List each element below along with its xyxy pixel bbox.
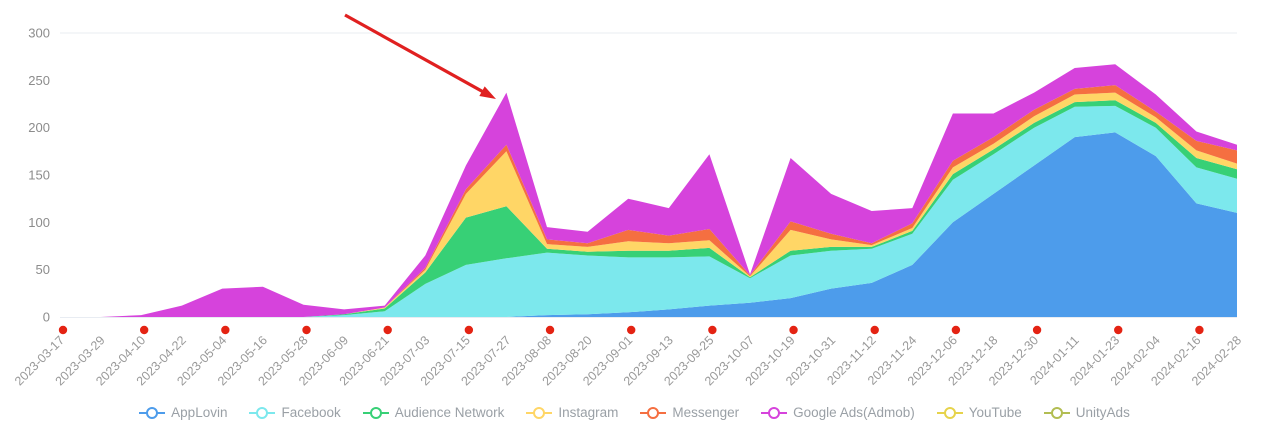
axis-red-dot <box>545 325 555 335</box>
legend-label: AppLovin <box>171 405 228 420</box>
y-axis-label: 0 <box>43 310 50 325</box>
y-axis-label: 300 <box>28 26 50 41</box>
axis-red-dot <box>383 325 392 335</box>
axis-red-dot <box>302 325 311 335</box>
annotation-arrow-shaft <box>344 13 487 95</box>
legend-marker-instagram-icon <box>526 406 553 419</box>
legend-item-instagram[interactable]: Instagram <box>526 405 618 420</box>
axis-red-dot <box>1032 325 1042 335</box>
axis-red-dot <box>1195 325 1204 335</box>
legend-item-audience-network[interactable]: Audience Network <box>362 405 505 420</box>
y-axis-label: 100 <box>28 215 50 230</box>
legend-marker-applovin-icon <box>139 406 166 419</box>
y-axis-label: 50 <box>36 262 50 277</box>
legend-label: UnityAds <box>1075 405 1130 420</box>
legend: AppLovin Facebook Audience Network Instagra… <box>0 405 1269 420</box>
axis-red-dot <box>627 325 636 335</box>
axis-red-dot <box>708 325 717 335</box>
legend-item-google-ads-admob[interactable]: Google Ads(Admob) <box>761 405 915 420</box>
axis-red-dot <box>1114 325 1123 335</box>
legend-label: YouTube <box>968 405 1022 420</box>
axis-red-dot <box>789 325 798 335</box>
legend-label: Audience Network <box>394 405 505 420</box>
y-axis-label: 150 <box>28 168 50 183</box>
area-series-facebook[interactable] <box>60 105 1237 318</box>
legend-marker-unityads-icon <box>1043 406 1070 419</box>
plot-area: 0501001502002503002023-03-172023-03-2920… <box>12 13 1244 388</box>
axis-red-dot <box>951 325 961 335</box>
legend-marker-google-ads-admob-icon <box>761 406 788 419</box>
annotation-arrow-head <box>479 86 496 99</box>
legend-label: Instagram <box>558 405 619 420</box>
legend-label: Google Ads(Admob) <box>793 405 915 420</box>
axis-red-dot <box>58 325 68 335</box>
area-series-applovin[interactable] <box>60 132 1237 317</box>
legend-label: Facebook <box>281 405 341 420</box>
y-axis-label: 200 <box>28 120 50 135</box>
axis-red-dot <box>139 325 149 335</box>
legend-marker-youtube-icon <box>936 406 963 419</box>
legend-item-messenger[interactable]: Messenger <box>640 405 739 420</box>
legend-label: Messenger <box>672 405 740 420</box>
legend-item-facebook[interactable]: Facebook <box>249 405 341 420</box>
legend-marker-messenger-icon <box>640 406 667 419</box>
legend-marker-audience-network-icon <box>362 406 389 419</box>
axis-red-dot <box>221 325 230 335</box>
axis-red-dot <box>464 325 474 335</box>
y-axis-label: 250 <box>28 73 50 88</box>
legend-item-youtube[interactable]: YouTube <box>936 405 1022 420</box>
legend-item-applovin[interactable]: AppLovin <box>139 405 227 420</box>
legend-marker-facebook-icon <box>249 406 276 419</box>
axis-red-dot <box>870 325 879 335</box>
legend-item-unityads[interactable]: UnityAds <box>1043 405 1130 420</box>
